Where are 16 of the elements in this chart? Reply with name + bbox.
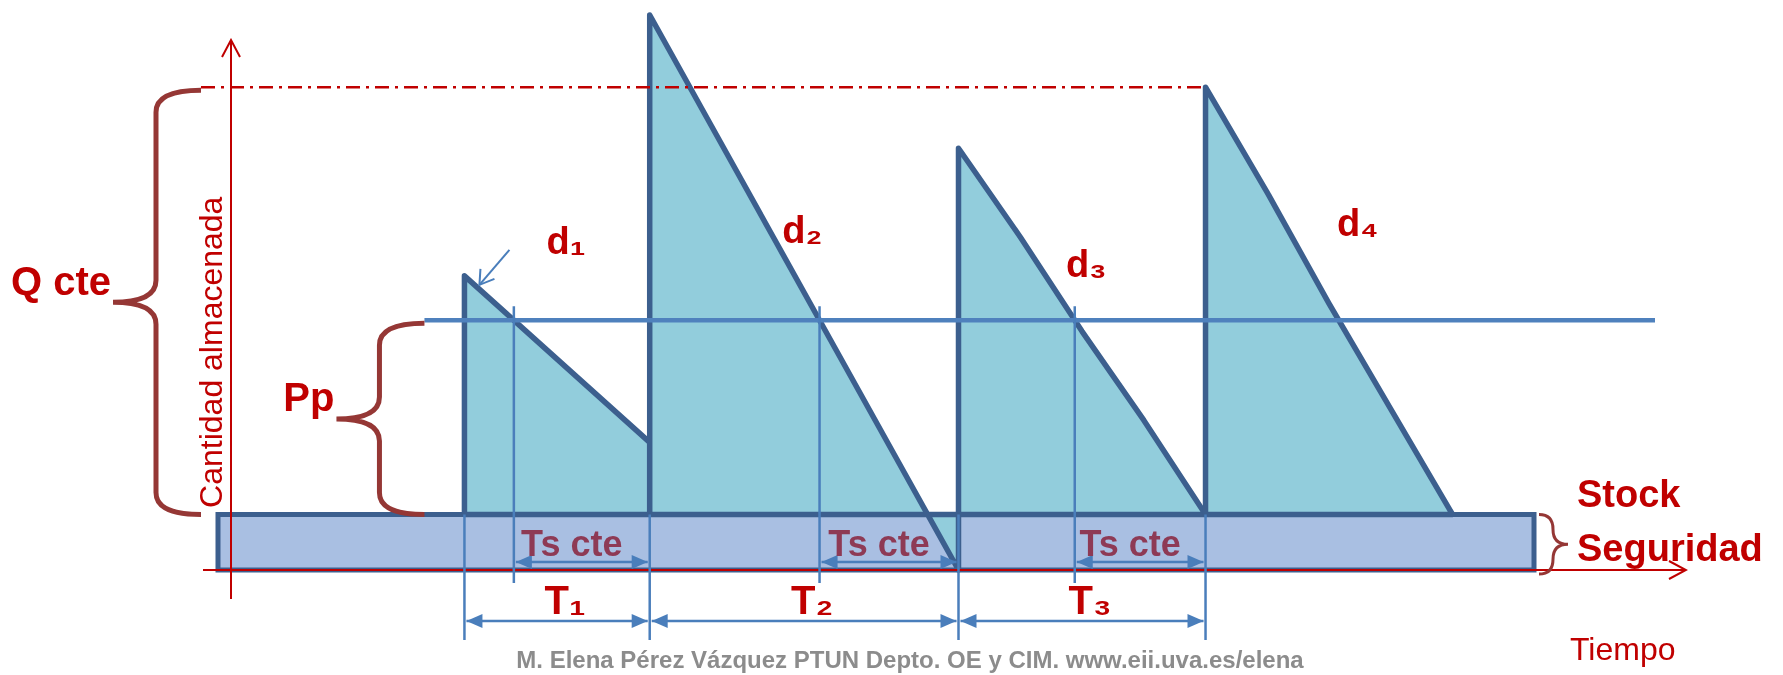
annotation: Ts cte [1079,523,1181,564]
text: Cantidad almacenada [193,196,229,508]
text: M. Elena Pérez Vázquez PTUN Depto. OE y CIM. www.eii.uva.es/elena [516,646,1305,673]
ref-line-label: Pp [283,375,335,420]
x-axis-title: Tiempo [1570,631,1676,667]
annotation: Ts cte [828,523,930,564]
annotation: Ts cte [521,523,623,564]
band-label: Stock Seguridad [1577,473,1763,570]
text: T₂ [791,578,834,622]
series-label: d₁ [546,219,586,262]
ref-line-label: Q cte [10,258,111,303]
series-label: d₃ [1065,242,1107,285]
series-label: d₂ [782,208,823,251]
text: T₁ [544,578,586,622]
series-label: d₄ [1337,201,1379,244]
text: T₃ [1068,578,1112,622]
